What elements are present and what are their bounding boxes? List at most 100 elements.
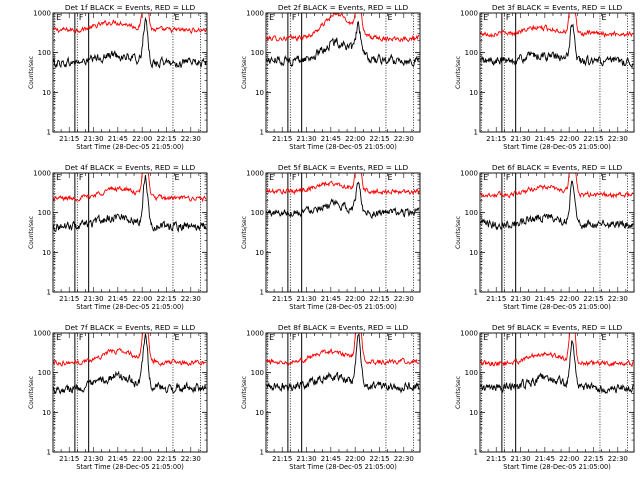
x-axis-label: Start Time (28-Dec-05 21:05:00) [76,463,184,471]
x-tick-label: 22:00 [559,295,579,303]
x-tick-label: 22:00 [132,135,152,143]
y-tick-label: 100 [251,49,264,57]
marker-label: F [292,13,297,22]
x-tick-label: 22:00 [132,455,152,463]
series-line-black-events [480,23,634,69]
y-tick-label: 1000 [246,10,264,18]
y-tick-label: 100 [465,49,478,57]
y-axis-label: Counts/sec [241,56,248,89]
y-tick-label: 1000 [246,330,264,338]
x-tick-label: 22:30 [608,135,628,143]
plot-frame [265,172,421,293]
plot-frame [479,172,635,293]
y-tick-label: 100 [38,209,51,217]
plot-frame [52,172,208,293]
y-tick-label: 10 [42,249,51,257]
y-tick-label: 10 [255,89,264,97]
y-axis-label: Counts/sec [455,56,462,89]
x-tick-label: 21:45 [108,295,128,303]
x-tick-label: 21:30 [83,135,103,143]
x-tick-label: 21:45 [108,455,128,463]
y-tick-label: 1000 [246,170,264,178]
panel-title: Det 7f BLACK = Events, RED = LLD [65,323,196,332]
y-axis-label: Counts/sec [28,376,35,409]
panel-det-1: Det 1f BLACK = Events, RED = LLD Counts/s… [28,3,208,151]
y-tick-label: 1000 [460,330,478,338]
series-line-red-lld [266,11,420,43]
x-tick-label: 22:00 [132,295,152,303]
marker-label: E [56,13,61,22]
x-axis-label: Start Time (28-Dec-05 21:05:00) [76,303,184,311]
marker-label: F [79,173,84,182]
marker-label: E [269,333,274,342]
series-line-black-events [266,181,420,219]
x-tick-label: 22:00 [559,455,579,463]
panel-det-9: Det 9f BLACK = Events, RED = LLD Counts/s… [455,323,635,471]
series-line-red-lld [266,332,420,366]
x-axis-label: Start Time (28-Dec-05 21:05:00) [289,143,397,151]
x-tick-label: 22:30 [394,295,414,303]
marker-label: E [269,173,274,182]
x-tick-label: 21:30 [83,455,103,463]
marker-label: E [174,13,179,22]
y-tick-label: 1000 [33,170,51,178]
x-tick-label: 22:15 [583,455,603,463]
x-tick-label: 21:30 [83,295,103,303]
x-tick-label: 21:30 [296,295,316,303]
marker-label: E [483,333,488,342]
marker-label: F [292,173,297,182]
x-tick-label: 21:45 [535,135,555,143]
marker-label: E [174,333,179,342]
series-line-black-events [53,175,207,233]
marker-label: F [79,13,84,22]
x-tick-label: 21:15 [59,295,79,303]
y-tick-label: 1 [260,129,264,137]
y-tick-label: 10 [42,409,51,417]
marker-label: E [269,13,274,22]
y-tick-label: 1 [47,289,51,297]
series-line-black-events [480,180,634,231]
x-tick-label: 22:00 [345,455,365,463]
x-tick-label: 21:30 [510,295,530,303]
marker-label: E [601,173,606,182]
y-tick-label: 100 [465,369,478,377]
y-tick-label: 10 [469,89,478,97]
x-tick-label: 22:15 [369,455,389,463]
x-tick-label: 21:45 [535,455,555,463]
y-tick-label: 1 [260,289,264,297]
x-axis-label: Start Time (28-Dec-05 21:05:00) [289,463,397,471]
panel-title: Det 2f BLACK = Events, RED = LLD [278,3,409,12]
x-tick-label: 21:45 [321,455,341,463]
x-tick-label: 21:15 [272,455,292,463]
x-tick-label: 21:45 [321,295,341,303]
x-tick-label: 22:00 [345,135,365,143]
x-tick-label: 22:15 [156,295,176,303]
marker-label: F [506,173,511,182]
y-tick-label: 100 [465,209,478,217]
x-tick-label: 22:30 [394,455,414,463]
x-tick-label: 21:15 [486,135,506,143]
y-tick-label: 10 [255,249,264,257]
x-tick-label: 22:30 [181,455,201,463]
marker-label: F [79,333,84,342]
y-tick-label: 1 [474,289,478,297]
panel-title: Det 9f BLACK = Events, RED = LLD [492,323,623,332]
y-tick-label: 1000 [460,10,478,18]
marker-label: F [292,333,297,342]
x-tick-label: 22:30 [181,135,201,143]
plot-frame [265,332,421,453]
y-tick-label: 100 [251,209,264,217]
x-tick-label: 22:15 [156,135,176,143]
series-line-red-lld [480,12,634,39]
panel-det-3: Det 3f BLACK = Events, RED = LLD Counts/s… [455,3,635,151]
x-tick-label: 22:00 [559,135,579,143]
panel-title: Det 5f BLACK = Events, RED = LLD [278,163,409,172]
panel-det-2: Det 2f BLACK = Events, RED = LLD Counts/s… [241,3,421,151]
panel-title: Det 8f BLACK = Events, RED = LLD [278,323,409,332]
x-axis-label: Start Time (28-Dec-05 21:05:00) [503,303,611,311]
x-axis-label: Start Time (28-Dec-05 21:05:00) [503,143,611,151]
y-tick-label: 1 [47,129,51,137]
y-tick-label: 1 [474,449,478,457]
y-tick-label: 10 [469,409,478,417]
panel-det-7: Det 7f BLACK = Events, RED = LLD Counts/s… [28,323,208,471]
